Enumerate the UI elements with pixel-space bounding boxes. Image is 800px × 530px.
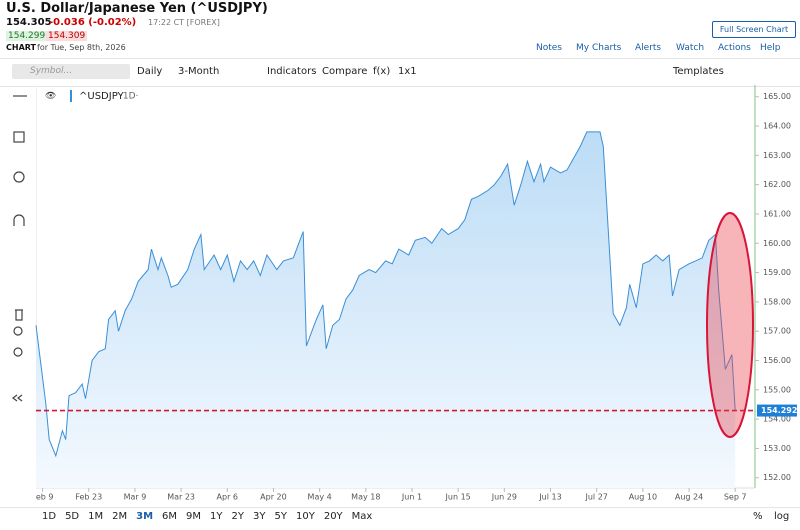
period-button[interactable]: 6M <box>162 511 178 522</box>
y-tick-label: 158.00 <box>763 297 791 306</box>
y-tick-label: 157.00 <box>763 327 791 336</box>
log-button[interactable]: log <box>774 511 790 522</box>
area <box>36 131 736 488</box>
toolbar-fx[interactable]: f(x) <box>373 66 391 77</box>
y-tick-label: 160.00 <box>763 239 791 248</box>
tool-icons <box>12 95 27 402</box>
toolbar-range[interactable]: 3-Month <box>178 66 220 77</box>
period-button[interactable]: 2M <box>112 511 128 522</box>
y-tick-label: 153.00 <box>763 444 791 453</box>
x-tick-label: May 18 <box>351 493 380 502</box>
period-button[interactable]: 1D <box>42 511 57 522</box>
x-tick-label: Jun 29 <box>491 493 517 502</box>
symbol-search[interactable]: Symbol... <box>12 64 130 79</box>
menu-help[interactable]: Help <box>760 43 781 53</box>
period-button[interactable]: 3M <box>136 511 154 522</box>
y-tick-label: 163.00 <box>763 151 791 160</box>
tool-zoom-in[interactable] <box>13 326 23 336</box>
y-tick-label: 164.00 <box>763 122 791 131</box>
legend-symbol: ^USDJPY <box>79 91 125 102</box>
x-tick-label: Apr 6 <box>217 493 238 502</box>
x-tick-label: Aug 24 <box>675 493 703 502</box>
legend-interval: ·1D· <box>120 92 138 102</box>
y-tick-label: 154.00 <box>763 415 791 424</box>
change: -0.036 (-0.02%) <box>49 17 137 28</box>
last-price-label: 154.292 <box>761 406 797 415</box>
tool-collapse[interactable] <box>12 394 23 402</box>
toolbar <box>0 58 800 87</box>
period-button[interactable]: 20Y <box>323 511 343 522</box>
x-tick-label: Jun 1 <box>401 493 422 502</box>
period-button[interactable]: 1Y <box>210 511 223 522</box>
x-tick-label: Jul 27 <box>585 493 608 502</box>
title: U.S. Dollar/Japanese Yen (^USDJPY) <box>6 1 268 16</box>
period-button[interactable]: 1M <box>88 511 104 522</box>
time: 17:22 CT [FOREX] <box>148 18 220 27</box>
highlight-ellipse <box>706 212 754 438</box>
toolbar-daily[interactable]: Daily <box>137 66 163 77</box>
menu-watch[interactable]: Watch <box>676 43 705 53</box>
period-button[interactable]: Max <box>351 511 373 522</box>
tool-number[interactable] <box>13 171 25 183</box>
x-tick-label: Mar 23 <box>167 493 195 502</box>
x-tick-label: Aug 10 <box>629 493 657 502</box>
x-tick-label: Jun 15 <box>445 493 471 502</box>
x-tick-label: Feb 23 <box>75 493 102 502</box>
chart-date: for Tue, Sep 8th, 2026 <box>37 43 126 52</box>
period-button[interactable]: 2Y <box>231 511 245 522</box>
menu-actions[interactable]: Actions <box>718 43 751 53</box>
y-tick-label: 159.00 <box>763 268 791 277</box>
y-tick-label: 162.00 <box>763 180 791 189</box>
x-tick-label: Mar 9 <box>124 493 147 502</box>
x-tick-label: May 4 <box>308 493 332 502</box>
period-button[interactable]: 5D <box>65 511 80 522</box>
menu-alerts[interactable]: Alerts <box>635 43 662 53</box>
x-tick-label: Sep 7 <box>724 493 747 502</box>
toolbar-layout[interactable]: 1x1 <box>398 66 417 77</box>
price: 154.305 <box>6 17 52 28</box>
x-axis: Feb 9 Feb 23 Mar 9 Mar 23 Apr 6 Apr 20 May 4 Ma… <box>32 488 747 502</box>
tool-zoom-out[interactable] <box>13 347 23 357</box>
drawing-tools <box>0 86 37 416</box>
y-tick-label: 161.00 <box>763 209 791 218</box>
menu-my-charts[interactable]: My Charts <box>576 43 622 53</box>
y-tick-label: 165.00 <box>763 92 791 101</box>
tool-shape[interactable] <box>13 131 25 143</box>
toolbar-templates[interactable]: Templates <box>673 66 724 77</box>
y-tick-label: 152.00 <box>763 473 791 482</box>
toolbar-compare[interactable]: Compare <box>322 66 368 77</box>
ask: 154.309 <box>46 31 88 41</box>
legend-eye: 👁 <box>45 92 56 102</box>
percent-button[interactable]: % <box>753 511 763 522</box>
chart-label: CHART <box>6 43 37 52</box>
period-button[interactable]: 10Y <box>295 511 315 522</box>
x-tick-label: Apr 20 <box>260 493 287 502</box>
toolbar-indicators[interactable]: Indicators <box>267 66 317 77</box>
y-tick-label: 156.00 <box>763 356 791 365</box>
period-button[interactable]: 3Y <box>253 511 266 522</box>
x-tick-label: Jul 13 <box>538 493 561 502</box>
last-price-tag <box>757 404 797 417</box>
period-button[interactable]: 9M <box>186 511 202 522</box>
legend-swatch <box>70 90 72 102</box>
y-tick-label: 155.00 <box>763 385 791 394</box>
period-buttons: 1D 5D 1M 2M 3M 6M 9M 1Y 2Y 3Y 5Y 10Y 20Y Max <box>42 511 381 522</box>
bid: 154.299 <box>6 31 48 41</box>
full-screen-button[interactable]: Full Screen Chart <box>712 21 796 38</box>
menu-notes[interactable]: Notes <box>536 43 562 53</box>
period-bar <box>0 507 800 530</box>
tool-magnet[interactable] <box>13 214 25 226</box>
tool-trash[interactable] <box>15 309 23 321</box>
x-tick-label: Feb 9 <box>32 493 54 502</box>
period-button[interactable]: 5Y <box>274 511 287 522</box>
price-line <box>35 131 736 458</box>
